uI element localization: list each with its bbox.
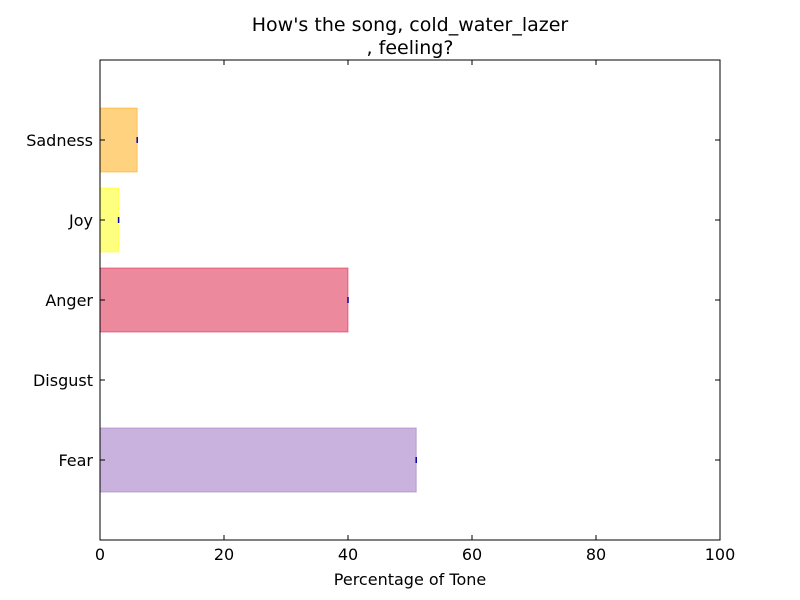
- y-tick-label-disgust: Disgust: [33, 371, 93, 390]
- x-axis-ticks: 0 20 40 60 80 100: [95, 60, 735, 564]
- chart-title-line-1: How's the song, cold_water_lazer: [252, 14, 569, 36]
- x-tick-label: 40: [338, 545, 358, 564]
- x-tick-label: 20: [214, 545, 234, 564]
- bar-sadness: [99, 107, 138, 173]
- bar-series: [99, 107, 417, 493]
- y-tick-label-sadness: Sadness: [26, 131, 93, 150]
- y-tick-label-anger: Anger: [45, 291, 93, 310]
- x-tick-label: 100: [705, 545, 736, 564]
- y-tick-label-joy: Joy: [68, 211, 93, 230]
- plot-area-frame: [99, 59, 721, 541]
- x-tick-label: 80: [586, 545, 606, 564]
- chart-title-line-2: , feeling?: [367, 37, 454, 59]
- bar-fear: [99, 427, 417, 493]
- bar-anger: [99, 267, 349, 333]
- y-axis-ticks: Fear Disgust Anger Joy Sadness: [26, 131, 720, 470]
- x-tick-label: 60: [462, 545, 482, 564]
- y-tick-label-fear: Fear: [58, 451, 93, 470]
- x-axis-label: Percentage of Tone: [334, 570, 486, 589]
- x-tick-label: 0: [95, 545, 105, 564]
